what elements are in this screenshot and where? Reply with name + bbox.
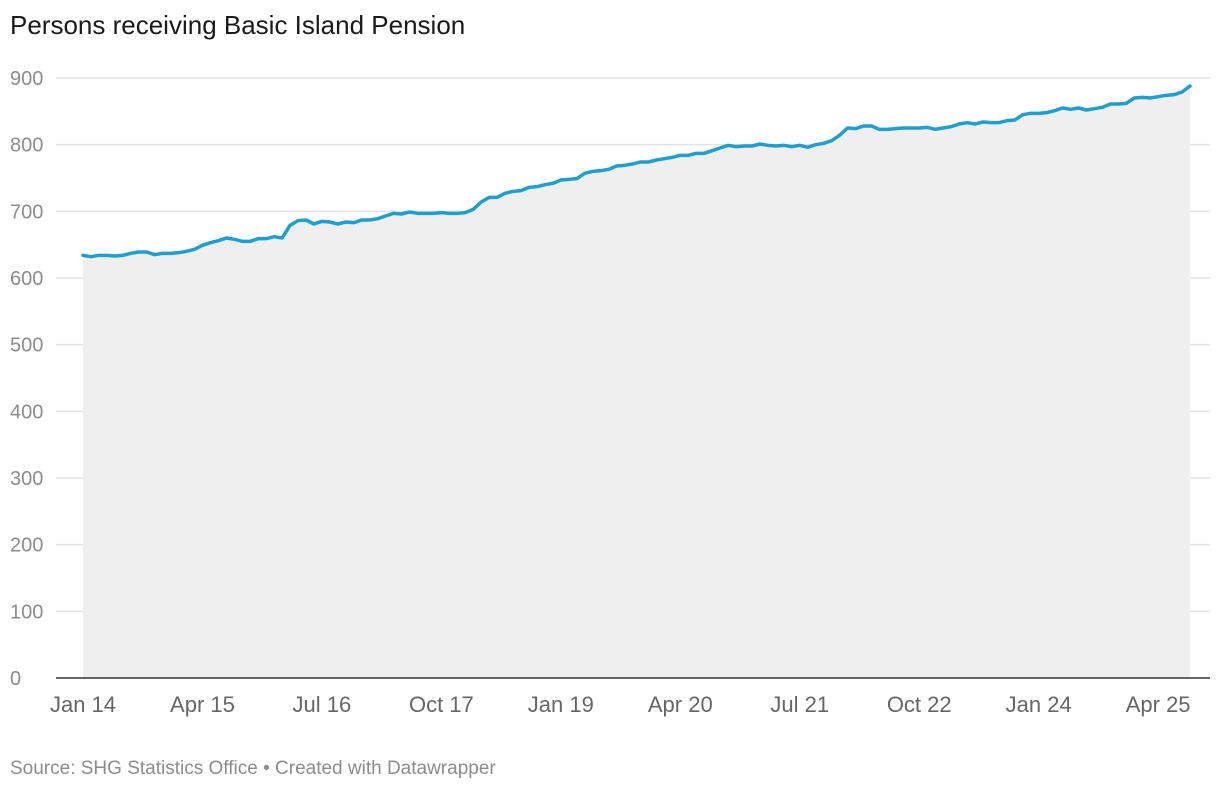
x-tick-label: Jan 24 xyxy=(1006,692,1072,717)
y-tick-label: 500 xyxy=(10,335,43,357)
y-tick-label: 300 xyxy=(10,468,43,490)
credit-link[interactable]: Created with Datawrapper xyxy=(275,758,496,779)
y-tick-label: 200 xyxy=(10,535,43,557)
x-tick-label: Jan 14 xyxy=(50,692,116,717)
x-tick-label: Jul 21 xyxy=(770,692,829,717)
x-tick-label: Apr 15 xyxy=(170,692,235,717)
x-tick-label: Oct 22 xyxy=(887,692,952,717)
y-tick-label: 600 xyxy=(10,268,43,290)
y-tick-label: 100 xyxy=(10,601,43,623)
x-tick-label: Apr 20 xyxy=(648,692,713,717)
x-tick-label: Oct 17 xyxy=(409,692,474,717)
y-axis-ticks: 0 100 200 300 400 500 600 700 800 900 xyxy=(10,68,43,690)
y-tick-label: 700 xyxy=(10,201,43,223)
y-tick-label: 400 xyxy=(10,401,43,423)
chart-footer: Source: SHG Statistics Office • Created … xyxy=(10,758,496,780)
x-tick-label: Jan 19 xyxy=(528,692,594,717)
x-axis-ticks: Jan 14 Apr 15 Jul 16 Oct 17 Jan 19 Apr 20 Jul … xyxy=(50,692,1191,717)
footer-separator: • xyxy=(257,758,276,779)
area-fill xyxy=(83,86,1190,678)
y-tick-label: 800 xyxy=(10,135,43,157)
x-tick-label: Jul 16 xyxy=(293,692,352,717)
source-note: Source: SHG Statistics Office xyxy=(10,758,258,779)
x-tick-label: Apr 25 xyxy=(1126,692,1191,717)
chart-title: Persons receiving Basic Island Pension xyxy=(10,10,466,40)
y-tick-label: 0 xyxy=(10,668,21,690)
y-tick-label: 900 xyxy=(10,68,43,90)
series-line xyxy=(81,84,1192,259)
